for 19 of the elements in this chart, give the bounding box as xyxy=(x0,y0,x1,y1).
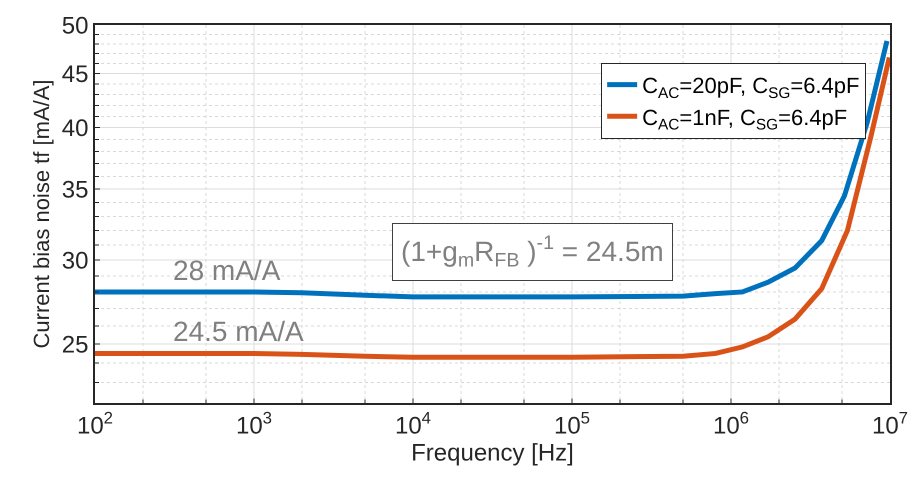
x-tick-label: 10$^{3}$ xyxy=(236,408,272,440)
y-axis-title: Current bias noise tf [mA/A] xyxy=(29,80,54,348)
y-tick-label: 40 xyxy=(62,115,88,142)
legend-label: C$_{AC}$=20pF, C$_{SG}$=6.4pF xyxy=(642,73,860,102)
x-tick-label: 10$^{5}$ xyxy=(554,408,590,440)
annotation: 28 mA/A xyxy=(173,255,281,286)
x-tick-label: 10$^{4}$ xyxy=(394,408,432,440)
x-tick-label: 10$^{6}$ xyxy=(712,408,750,440)
annotation: (1+g$_{m}$R$_{FB}$ )$^{-1}$ = 24.5m xyxy=(401,232,664,272)
y-tick-label: 35 xyxy=(62,176,88,204)
x-tick-label: 10$^{7}$ xyxy=(872,408,908,440)
y-tick-label: 25 xyxy=(62,332,88,359)
y-tick-label: 50 xyxy=(62,12,88,40)
annotation: 24.5 mA/A xyxy=(173,316,304,347)
y-tick-label: 45 xyxy=(62,60,88,88)
x-tick-label: 10$^{2}$ xyxy=(76,408,114,440)
x-axis-title: Frequency [Hz] xyxy=(411,440,574,467)
legend-label: C$_{AC}$=1nF, C$_{SG}$=6.4pF xyxy=(642,104,848,134)
y-tick-label: 30 xyxy=(62,248,88,275)
